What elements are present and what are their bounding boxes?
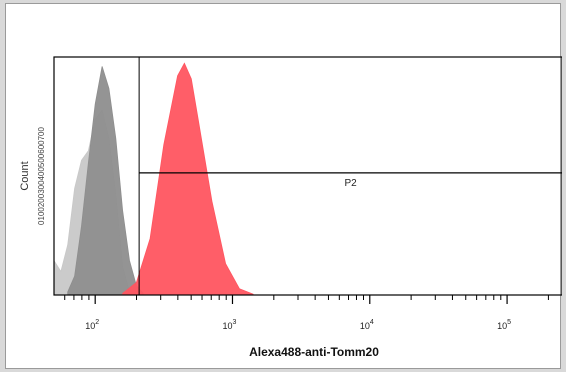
chart-frame: P2 102 103 104 105 Alexa488-anti-Tomm20 Cou… — [5, 3, 562, 369]
histogram-chart: P2 102 103 104 105 Alexa488-anti-Tomm20 Cou… — [19, 56, 562, 359]
plot-border — [53, 56, 562, 296]
series-layer — [53, 62, 254, 296]
histogram-series-3 — [122, 62, 254, 296]
x-tick-label: 103 — [223, 319, 237, 331]
gate-layer: P2 — [138, 57, 562, 295]
y-tick-labels: 0100200300400500600700 — [37, 127, 46, 225]
x-tick-label: 104 — [360, 319, 374, 331]
y-axis-label: Count — [19, 161, 31, 190]
major-ticks — [94, 295, 508, 304]
tick-labels: 102 103 104 105 — [85, 319, 511, 331]
gate-label: P2 — [344, 178, 357, 189]
x-tick-label: 102 — [85, 319, 99, 331]
x-axis-label: Alexa488-anti-Tomm20 — [249, 345, 379, 359]
x-tick-label: 105 — [497, 319, 511, 331]
minor-ticks — [64, 295, 549, 300]
